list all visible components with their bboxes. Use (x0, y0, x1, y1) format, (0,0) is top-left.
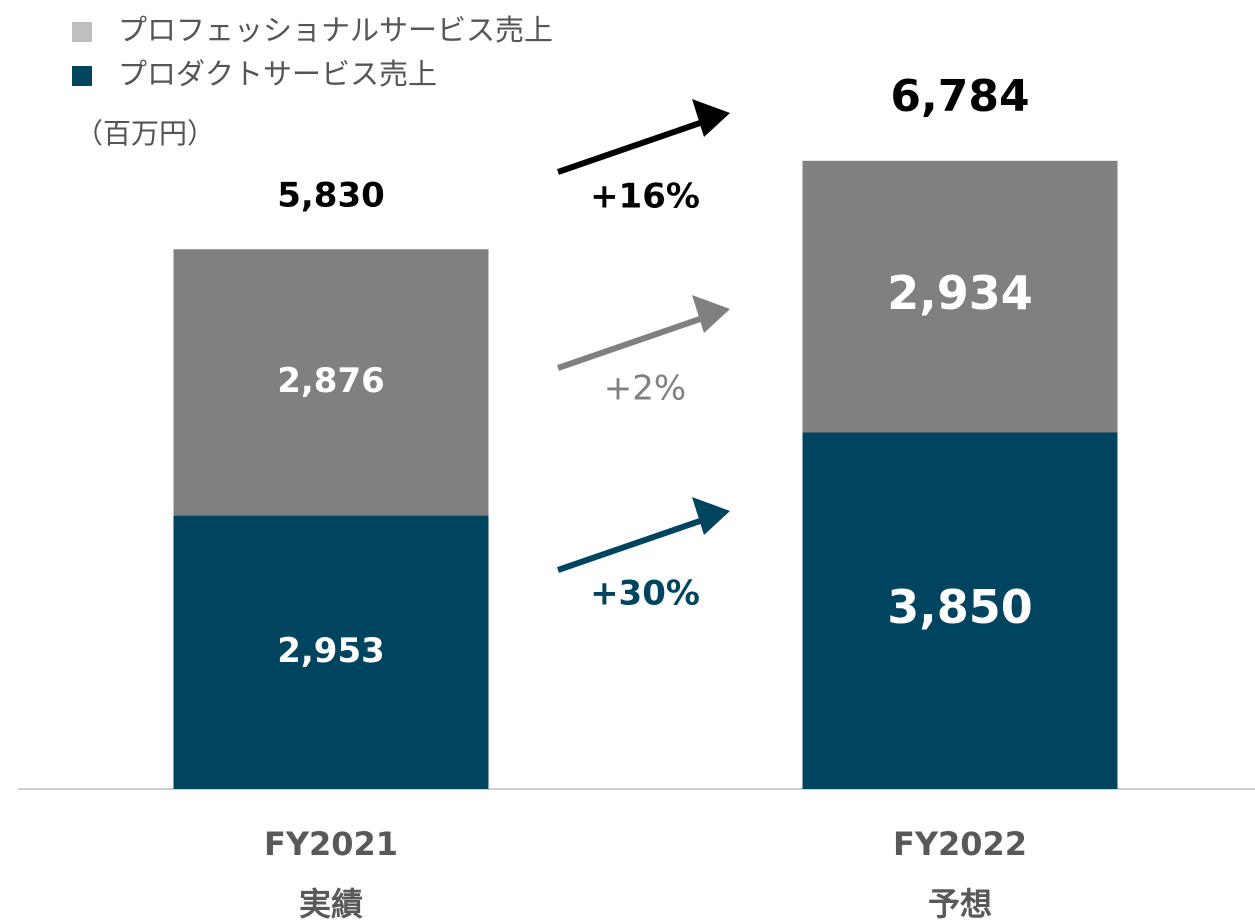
growth-label: +16% (590, 177, 700, 217)
legend-swatch (72, 22, 92, 42)
value-label: 3,850 (887, 580, 1033, 634)
legend-swatch (72, 66, 92, 86)
x-tick-label: FY2022 (893, 825, 1027, 863)
growth-arrow (557, 120, 701, 175)
arrow-head (692, 295, 730, 333)
arrow-head (692, 497, 730, 535)
growth-arrow (557, 518, 701, 573)
legend-label: プロフェッショナルサービス売上 (118, 13, 553, 47)
total-label: 6,784 (890, 71, 1029, 122)
growth-label: +30% (590, 574, 700, 614)
value-label: 2,953 (277, 631, 385, 671)
x-tick-label: 実績 (299, 885, 363, 923)
growth-arrow (557, 316, 701, 371)
value-label: 2,876 (277, 361, 385, 401)
legend-label: プロダクトサービス売上 (118, 57, 437, 91)
bar-segment (802, 432, 1118, 789)
bar-segment (802, 160, 1118, 433)
arrow-head (692, 99, 730, 137)
unit-label: （百万円） (75, 117, 215, 150)
bar-segment (173, 515, 489, 789)
bar-segment (173, 249, 489, 516)
total-label: 5,830 (277, 176, 385, 216)
x-tick-label: FY2021 (264, 825, 398, 863)
growth-label: +2% (604, 369, 686, 409)
value-label: 2,934 (887, 266, 1033, 320)
x-tick-label: 予想 (928, 885, 992, 923)
